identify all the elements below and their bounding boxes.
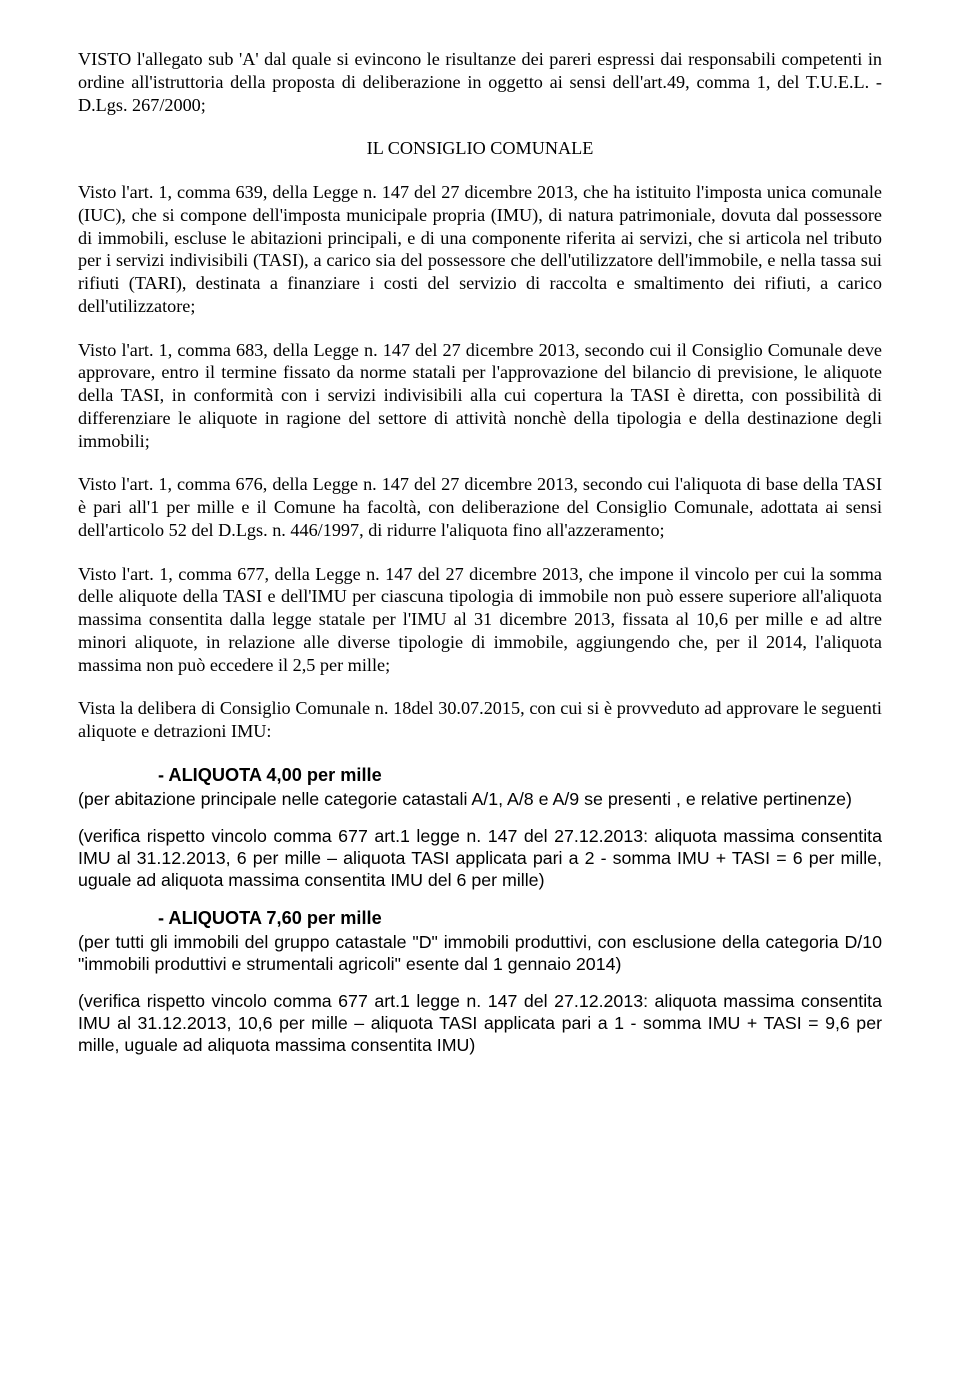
aliquota-4-desc: (per abitazione principale nelle categor… (78, 789, 882, 811)
aliquota-760-desc: (per tutti gli immobili del gruppo catas… (78, 932, 882, 975)
aliquota-760-verifica: (verifica rispetto vincolo comma 677 art… (78, 991, 882, 1056)
heading-consiglio-comunale: IL CONSIGLIO COMUNALE (78, 137, 882, 160)
paragraph-comma-676: Visto l'art. 1, comma 676, della Legge n… (78, 473, 882, 541)
paragraph-delibera: Vista la delibera di Consiglio Comunale … (78, 697, 882, 743)
paragraph-comma-683: Visto l'art. 1, comma 683, della Legge n… (78, 339, 882, 453)
aliquota-760-title: - ALIQUOTA 7,60 per mille (78, 907, 882, 930)
document-page: VISTO l'allegato sub 'A' dal quale si ev… (0, 0, 960, 1394)
aliquota-4-title: - ALIQUOTA 4,00 per mille (78, 764, 882, 787)
paragraph-comma-677: Visto l'art. 1, comma 677, della Legge n… (78, 563, 882, 677)
aliquota-4-verifica: (verifica rispetto vincolo comma 677 art… (78, 826, 882, 891)
paragraph-comma-639: Visto l'art. 1, comma 639, della Legge n… (78, 181, 882, 318)
paragraph-visto-allegato: VISTO l'allegato sub 'A' dal quale si ev… (78, 48, 882, 116)
